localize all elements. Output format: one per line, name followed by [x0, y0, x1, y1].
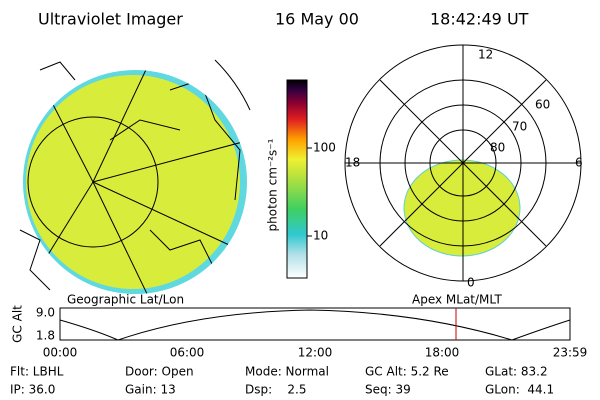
footer-field: GLat: 83.2 [485, 365, 548, 379]
date: 16 May 00 [275, 10, 359, 29]
time-tick: 12:00 [298, 346, 333, 360]
footer-field: Mode: Normal [245, 365, 329, 379]
footer: Flt: LBHL Door: Open Mode: Normal GC Alt: 5… [10, 365, 554, 397]
polar-label: 60 [535, 98, 550, 112]
time-tick: 23:59 [553, 346, 588, 360]
altitude-label: GC Alt [11, 305, 25, 343]
time: 18:42:49 UT [430, 10, 529, 29]
caption: Apex MLat/MLT [412, 293, 502, 307]
altitude-tick: 1.8 [36, 329, 55, 343]
colorbar [286, 79, 308, 279]
geographic-image [19, 59, 251, 294]
time-tick: 18:00 [425, 346, 460, 360]
footer-field: Flt: LBHL [10, 365, 64, 379]
colorbar-tick: 10 [313, 229, 328, 243]
footer-field: Seq: 39 [365, 383, 411, 397]
footer-field: GC Alt: 5.2 Re [365, 365, 449, 379]
footer-field: GLon: 44.1 [485, 383, 554, 397]
polar-label: 70 [512, 120, 527, 134]
altitude-plot [59, 307, 571, 341]
polar-plot [344, 44, 582, 282]
polar-label: 80 [490, 141, 505, 155]
caption: Geographic Lat/Lon [67, 293, 184, 307]
footer-field: IP: 36.0 [10, 383, 55, 397]
time-tick: 06:00 [170, 346, 205, 360]
footer-field: Door: Open [125, 365, 194, 379]
polar-label: 0 [467, 276, 475, 290]
polar-label: 12 [478, 48, 493, 62]
colorbar-tick: 100 [313, 141, 336, 155]
title: Ultraviolet Imager [38, 10, 183, 29]
footer-field: Dsp: 2.5 [245, 383, 307, 397]
time-tick: 00:00 [43, 346, 78, 360]
polar-label: 18 [345, 156, 360, 170]
footer-field: Gain: 13 [125, 383, 176, 397]
polar-label: 6 [575, 156, 583, 170]
altitude-tick: 9.0 [36, 306, 55, 320]
colorbar-label: photon cm⁻²s⁻¹ [266, 138, 280, 231]
